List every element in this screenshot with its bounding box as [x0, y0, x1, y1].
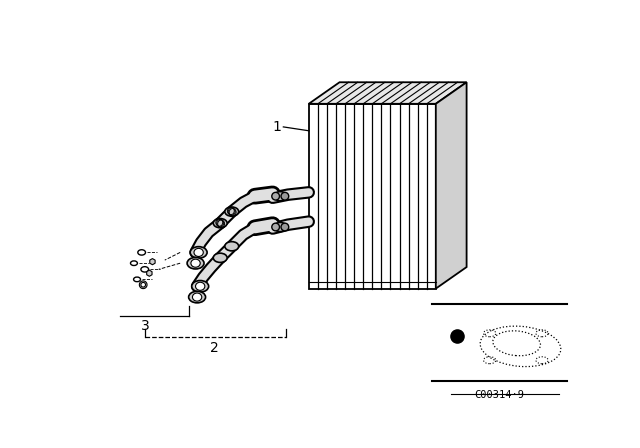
Ellipse shape	[192, 280, 209, 292]
Ellipse shape	[274, 222, 287, 232]
Ellipse shape	[196, 282, 205, 290]
Ellipse shape	[189, 291, 205, 303]
Text: 3: 3	[141, 319, 150, 333]
Text: 2: 2	[211, 341, 219, 355]
Text: 1: 1	[272, 120, 281, 134]
Polygon shape	[308, 104, 436, 289]
Ellipse shape	[274, 192, 287, 201]
Ellipse shape	[281, 223, 289, 231]
Ellipse shape	[213, 253, 227, 263]
Ellipse shape	[272, 223, 280, 231]
Ellipse shape	[281, 192, 289, 200]
Ellipse shape	[272, 192, 280, 200]
Polygon shape	[308, 82, 467, 104]
Ellipse shape	[187, 258, 204, 269]
Polygon shape	[436, 82, 467, 289]
Ellipse shape	[190, 247, 207, 258]
Ellipse shape	[213, 219, 227, 228]
Ellipse shape	[193, 293, 202, 301]
Ellipse shape	[194, 248, 204, 256]
Ellipse shape	[225, 207, 239, 216]
Ellipse shape	[191, 259, 200, 267]
Ellipse shape	[225, 241, 239, 251]
Point	[451, 333, 461, 340]
Text: C00314·9: C00314·9	[474, 390, 524, 400]
